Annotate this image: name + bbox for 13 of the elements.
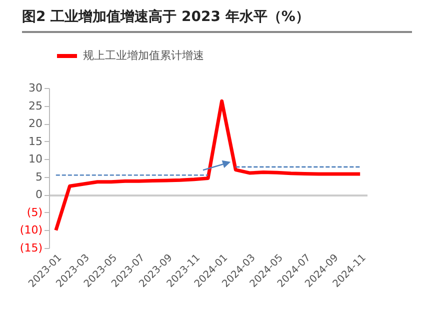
legend-label: 规上工业增加值累计增速 xyxy=(83,49,204,62)
chart-title: 图2 工业增加值增速高于 2023 年水平（%） xyxy=(22,8,412,33)
y-tick-label: 20 xyxy=(28,117,42,130)
y-tick-label: 30 xyxy=(28,82,42,94)
y-tick-label: 15 xyxy=(28,134,42,148)
y-tick-label: 5 xyxy=(36,170,42,184)
y-tick-label: 25 xyxy=(28,99,42,112)
line-series xyxy=(54,99,362,232)
y-tick-label: 10 xyxy=(28,152,42,166)
y-tick-label: 0 xyxy=(36,188,42,202)
y-tick-label: (5) xyxy=(26,206,42,219)
y-tick-label: (15) xyxy=(20,242,42,254)
y-tick-label: (10) xyxy=(20,224,42,237)
